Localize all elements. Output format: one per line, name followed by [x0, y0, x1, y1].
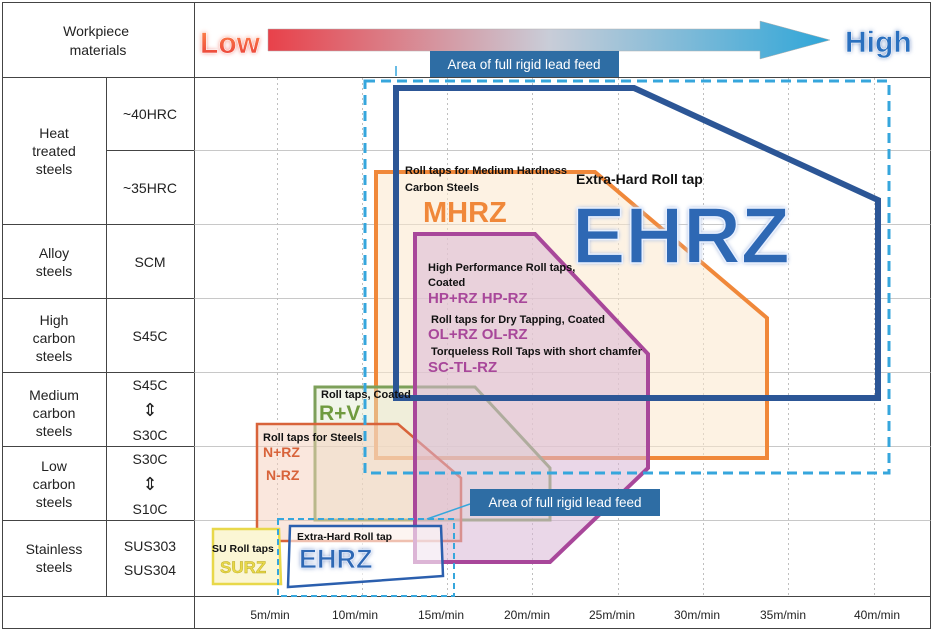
ehrz-small-name: EHRZ	[299, 544, 373, 574]
nrz-name-1: N+RZ	[263, 444, 300, 460]
sc-name: SC-TL-RZ	[428, 359, 497, 376]
tick-35: 35m/min	[760, 608, 806, 622]
rigid-feed-callout-large	[430, 51, 619, 77]
speed-axis-labels: 5m/min 10m/min 15m/min 20m/min 25m/min 3…	[250, 608, 900, 622]
ehrz-big-region	[393, 85, 881, 401]
tick-25: 25m/min	[589, 608, 635, 622]
rigid-feed-area-small	[277, 518, 455, 597]
ehrz-small-desc: Extra-Hard Roll tap	[297, 531, 392, 543]
material-high-carbon: High carbon steels	[33, 312, 76, 364]
rigid-feed-pointer-small	[426, 503, 471, 520]
sub-35hrc: ~35HRC	[123, 180, 177, 196]
material-stainless: Stainless steels	[26, 541, 83, 575]
material-alloy: Alloy steels	[36, 245, 73, 279]
sc-desc: Torqueless Roll Taps with short chamfer	[431, 346, 643, 358]
tick-40: 40m/min	[854, 608, 900, 622]
low-label: Low	[200, 27, 261, 60]
sub-40hrc: ~40HRC	[123, 106, 177, 122]
rigid-feed-callout-large-text: Area of full rigid lead feed	[447, 57, 600, 72]
workpiece-materials-header: Workpiece materials	[63, 23, 133, 58]
tick-5: 5m/min	[250, 608, 289, 622]
tick-10: 10m/min	[332, 608, 378, 622]
low-high-arrow	[267, 20, 831, 60]
nrz-desc: Roll taps for Steels	[263, 432, 363, 444]
sub-s45c: S45C	[132, 328, 167, 344]
high-label: High	[845, 26, 912, 59]
ol-desc: Roll taps for Dry Tapping, Coated	[431, 314, 605, 326]
material-group-labels: Heat treated steels Alloy steels High carbon…	[26, 125, 83, 575]
material-sub-labels: ~40HRC ~35HRC SCM S45C S45C ⇕ S30C S30C ⇕ S1…	[123, 106, 177, 578]
material-medium-carbon: Medium carbon steels	[29, 387, 79, 439]
surz-region	[211, 527, 283, 586]
mhrz-name: MHRZ	[423, 197, 507, 229]
material-low-carbon: Low carbon steels	[33, 458, 76, 510]
tick-20: 20m/min	[504, 608, 550, 622]
mhrz-desc: Roll taps for Medium Hardness Carbon Ste…	[405, 165, 570, 194]
hp-desc: High Performance Roll taps, Coated	[428, 262, 578, 289]
surz-name: SURZ	[220, 558, 266, 577]
hp-name: HP+RZ HP-RZ	[428, 290, 528, 307]
rigid-feed-callout-small	[470, 489, 660, 516]
ehrz-big-name: EHRZ	[572, 191, 790, 280]
sub-medium-range: S45C ⇕ S30C	[132, 377, 167, 443]
tick-15: 15m/min	[418, 608, 464, 622]
rigid-feed-callout-small-text: Area of full rigid lead feed	[488, 495, 641, 510]
ehrz-small-region	[286, 524, 445, 589]
rv-desc: Roll taps, Coated	[321, 389, 411, 401]
rv-name: R+V	[319, 402, 360, 425]
ol-name: OL+RZ OL-RZ	[428, 326, 528, 343]
tick-30: 30m/min	[674, 608, 720, 622]
surz-desc: SU Roll taps	[212, 543, 274, 555]
material-heat-treated: Heat treated steels	[32, 125, 76, 177]
ehrz-big-desc: Extra-Hard Roll tap	[576, 171, 703, 187]
nrz-name-2: N-RZ	[266, 467, 300, 483]
rigid-feed-area-large	[363, 79, 891, 475]
sub-low-range: S30C ⇕ S10C	[132, 451, 167, 517]
sub-scm: SCM	[134, 254, 165, 270]
sub-stainless: SUS303 SUS304	[124, 538, 176, 578]
